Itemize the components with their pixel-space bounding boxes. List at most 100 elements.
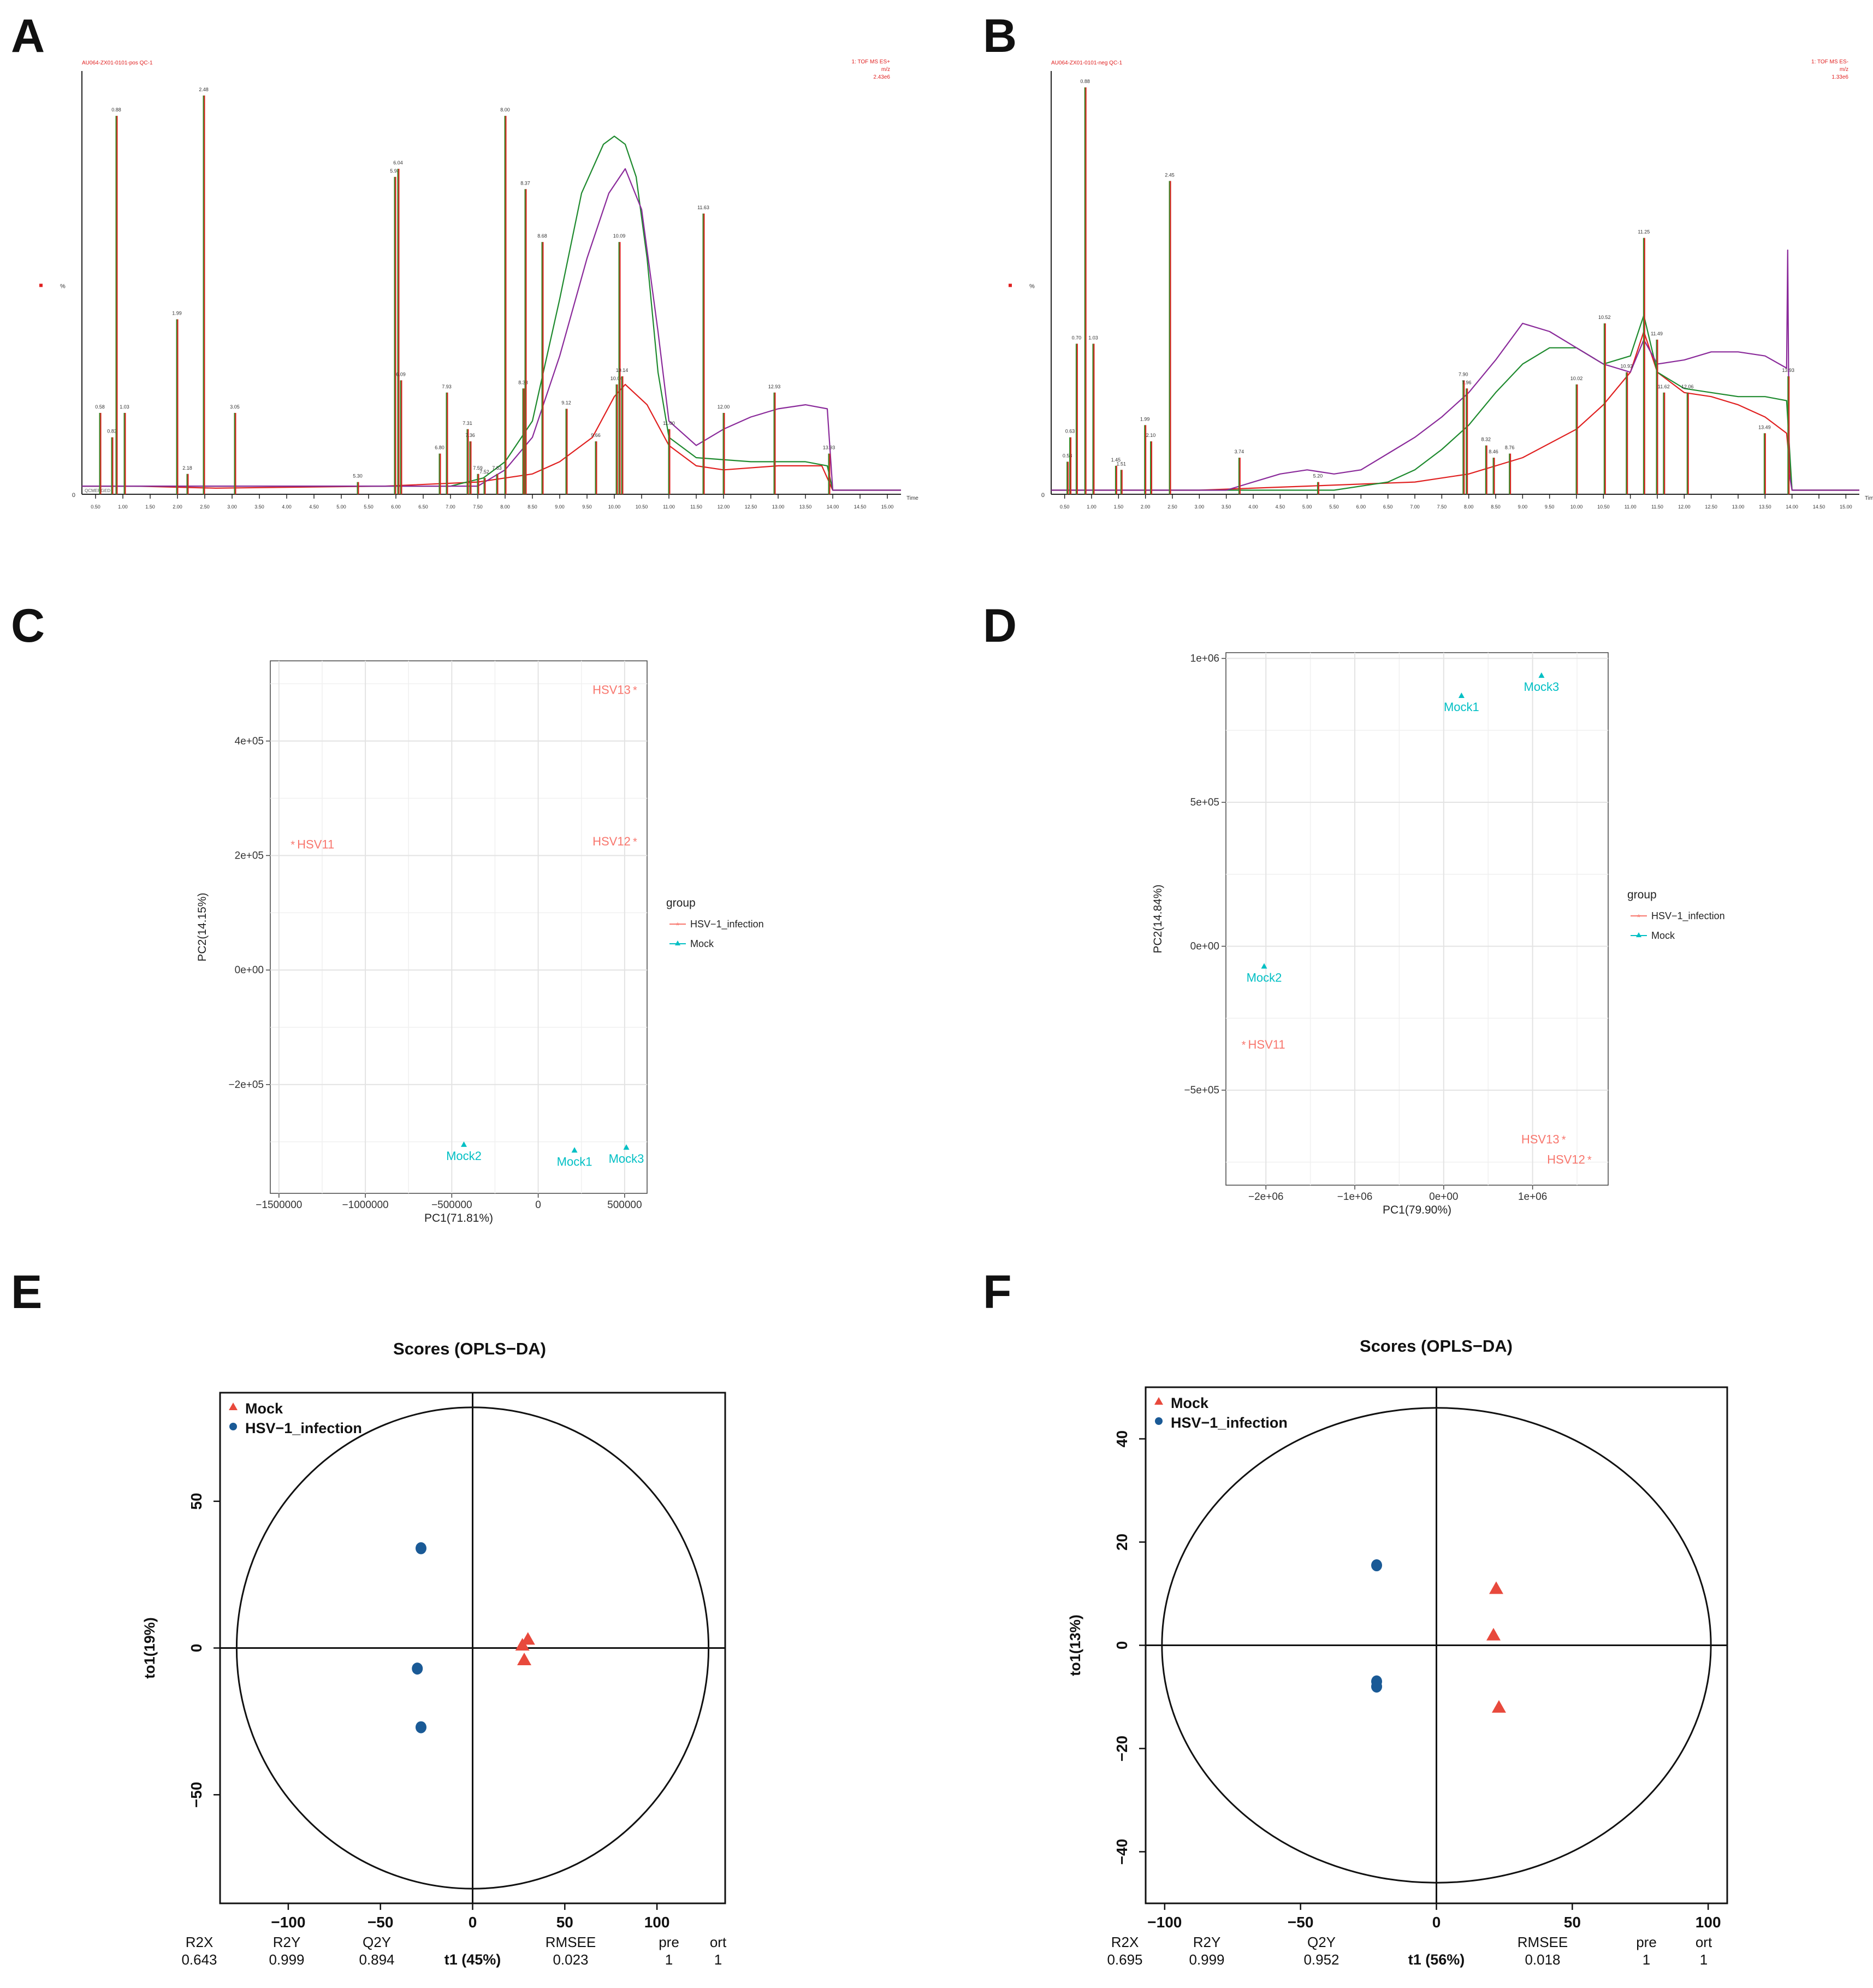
- x-tick-label: 0e+00: [1429, 1191, 1458, 1203]
- peak-label: 11.25: [1638, 229, 1650, 235]
- peak-label: 11.49: [1651, 331, 1663, 336]
- header-sample-label: AU064-ZX01-0101-pos QC-1: [82, 60, 153, 66]
- plot-panel: [270, 660, 648, 1194]
- chromatogram-b: 0.50 1.00 1.50 2.00 2.50 3.00 3.50 4.00 4.50 5.00…: [1009, 59, 1873, 510]
- point-marker-mock: [1458, 693, 1465, 699]
- panel-label-e: E: [11, 1266, 42, 1318]
- x-tick-label: 4.00: [1248, 504, 1258, 510]
- peak-label: 2.10: [1146, 433, 1156, 438]
- hotelling-ellipse: [1161, 1407, 1712, 1884]
- peak-label: 1.99: [172, 311, 182, 316]
- x-tick-label: −1000000: [342, 1199, 389, 1211]
- peak-label: 8.46: [1489, 449, 1498, 454]
- point-marker-mock: [1489, 1581, 1503, 1594]
- x-tick-label: 2.50: [1167, 504, 1177, 510]
- x-tick-label: 0.50: [91, 504, 100, 510]
- opls-plot-e: Scores (OPLS−DA) −100 −50 0 50 100 −50 0 50 to1(1…: [141, 1339, 727, 1968]
- y-zero-label: 0: [72, 492, 75, 499]
- x-tick-label: 5.50: [364, 504, 374, 510]
- x-tick-label: 6.50: [418, 504, 428, 510]
- x-tick-label: 100: [644, 1914, 670, 1931]
- x-tick-label: 7.00: [1410, 504, 1420, 510]
- y-axis-marker: [1009, 283, 1012, 287]
- peak-label: 1.51: [1117, 461, 1127, 466]
- peak-label: 3.05: [230, 404, 240, 410]
- point-marker-mock: [1261, 963, 1267, 969]
- peak-label: 7.90: [1459, 371, 1468, 377]
- stats-value: 1: [1643, 1951, 1650, 1968]
- x-tick-label: 14.50: [1813, 504, 1825, 510]
- legend-label: Mock: [690, 938, 714, 949]
- peak-label: 12.00: [718, 404, 730, 410]
- legend-label: Mock: [245, 1400, 283, 1417]
- peak-label: 6.04: [393, 160, 403, 165]
- stats-label: R2X: [1111, 1934, 1139, 1950]
- plot-panel: [1225, 652, 1609, 1186]
- x-tick-label: 11.00: [1625, 504, 1637, 510]
- panel-label-d: D: [983, 600, 1017, 652]
- opls-plot-f: Scores (OPLS−DA) −100 −50 0 50 100 −40 −20 0 20 40…: [1067, 1336, 1728, 1968]
- hotelling-ellipse: [235, 1406, 710, 1890]
- x-tick-label: 15.00: [881, 504, 894, 510]
- legend-key-marker: [1154, 1397, 1163, 1405]
- x-tick-label: 0: [1432, 1914, 1441, 1931]
- peak-label: 7.96: [1462, 380, 1472, 385]
- point-label: Mock2: [446, 1149, 482, 1163]
- legend-key-marker: [229, 1423, 237, 1430]
- peak-label: 5.30: [353, 474, 363, 479]
- peak-label: 1.03: [120, 404, 129, 410]
- x-axis-title: t1 (45%): [444, 1951, 501, 1968]
- x-tick-label: −1500000: [256, 1199, 302, 1211]
- x-tick-label: 50: [556, 1914, 573, 1931]
- x-tick-label: 10.00: [1570, 504, 1583, 510]
- y-tick-label: 20: [1113, 1534, 1130, 1551]
- y-tick-label: 1e+06: [1190, 653, 1219, 665]
- legend-label: HSV−1_infection: [1171, 1415, 1288, 1431]
- peak-label: 10.02: [1570, 376, 1583, 381]
- x-tick-label: −100: [1147, 1914, 1182, 1931]
- x-tick-label: 500000: [607, 1199, 642, 1211]
- legend-label: Mock: [1651, 930, 1675, 941]
- y-axis-title: PC2(14.15%): [196, 892, 209, 961]
- legend-label: Mock: [1171, 1395, 1209, 1411]
- legend-title: group: [666, 897, 696, 909]
- peak-label: 7.52: [479, 469, 489, 475]
- peak-label: 0.58: [95, 404, 105, 410]
- y-zero-label: 0: [1041, 492, 1045, 499]
- x-tick-label: 13.50: [1759, 504, 1771, 510]
- x-tick-label: 1e+06: [1518, 1191, 1547, 1203]
- x-tick-label: 12.50: [745, 504, 757, 510]
- x-tick-label: 5.00: [1302, 504, 1312, 510]
- peak-label: 9.12: [561, 400, 571, 406]
- stats-value: 1: [714, 1951, 722, 1968]
- header-right-label: 1.33e6: [1831, 74, 1848, 80]
- peak-label: 0.88: [111, 107, 121, 113]
- x-tick-label: 1.50: [145, 504, 155, 510]
- point-marker-hsv: *: [291, 839, 295, 851]
- stats-label: Q2Y: [1307, 1934, 1336, 1950]
- point-label: HSV13: [1521, 1133, 1560, 1146]
- x-tick-label: 1.00: [1087, 504, 1096, 510]
- y-axis-title: PC2(14.84%): [1152, 884, 1164, 953]
- stats-label: ort: [710, 1934, 727, 1950]
- x-tick-label: 9.50: [1545, 504, 1555, 510]
- stats-label: pre: [1636, 1934, 1657, 1950]
- x-tick-label: 0.50: [1060, 504, 1070, 510]
- x-tick-label: 13.00: [772, 504, 785, 510]
- peak-label: 7.59: [473, 465, 483, 471]
- peak-label: 7.36: [465, 433, 475, 438]
- x-tick-label: −50: [368, 1914, 394, 1931]
- y-tick-label: 0: [1113, 1641, 1130, 1650]
- x-tick-label: 10.00: [608, 504, 621, 510]
- peak-label: 1.99: [1140, 416, 1150, 422]
- peak-label: 8.33: [518, 380, 528, 385]
- peak-label: 1.45: [1111, 457, 1121, 463]
- x-tick-label: 6.00: [1356, 504, 1366, 510]
- x-tick-label: 14.00: [1786, 504, 1798, 510]
- peak-label: 0.58: [1063, 453, 1072, 458]
- x-tick-label: 5.00: [336, 504, 346, 510]
- x-tick-label: 13.50: [799, 504, 812, 510]
- x-tick-label: −2e+06: [1248, 1191, 1283, 1203]
- x-tick-label: 100: [1696, 1914, 1721, 1931]
